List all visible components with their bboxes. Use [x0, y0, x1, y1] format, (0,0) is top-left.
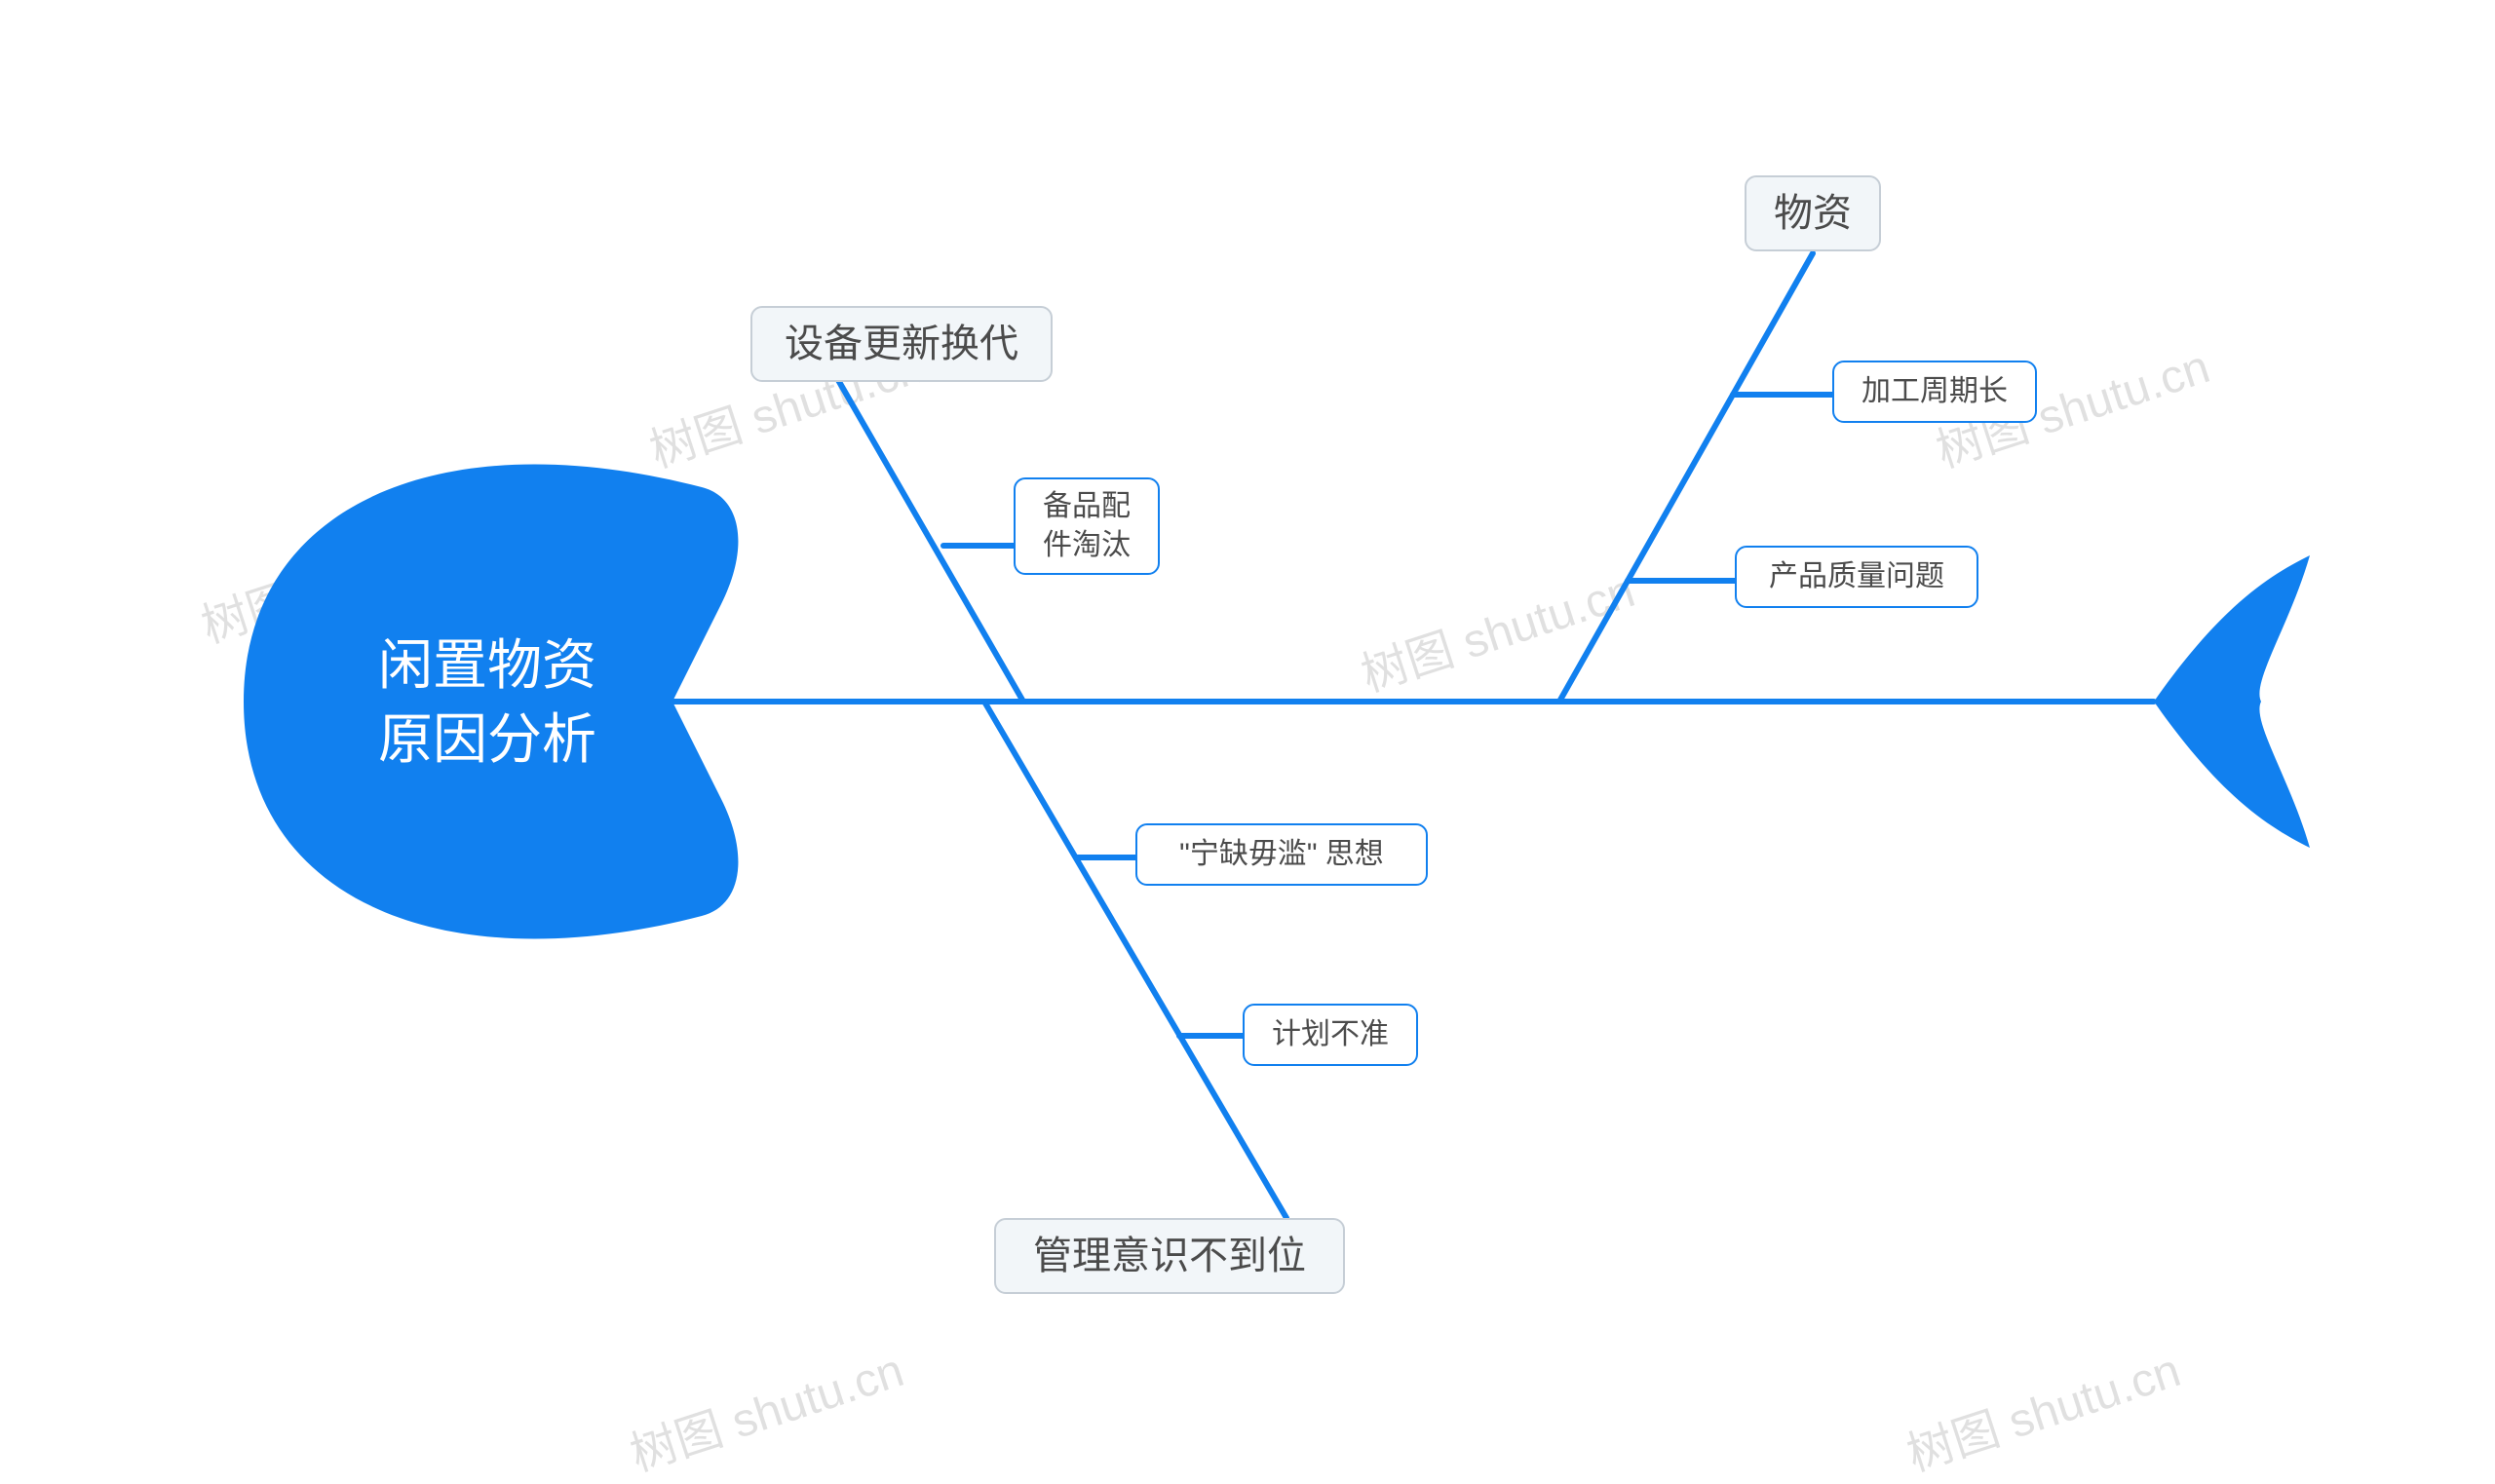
leaf-node: 备品配 件淘汰	[1014, 477, 1160, 575]
category-node: 设备更新换代	[750, 306, 1053, 382]
boxes-layer: 设备更新换代备品配 件淘汰 物资加工周期长产品质量问题管理意识不到位 "宁缺毋滥" …	[0, 0, 2495, 1447]
leaf-node: 产品质量问题	[1735, 546, 1978, 608]
leaf-node: "宁缺毋滥" 思想	[1135, 823, 1428, 886]
category-node: 物资	[1745, 175, 1881, 251]
leaf-node: 加工周期长	[1832, 361, 2037, 423]
category-node: 管理意识不到位	[994, 1218, 1345, 1294]
fishbone-canvas: 树图 shutu.cn 树图 shutu.cn 树图 shutu.cn 树图 s…	[0, 0, 2495, 1447]
leaf-node: 计划不准	[1243, 1004, 1418, 1066]
